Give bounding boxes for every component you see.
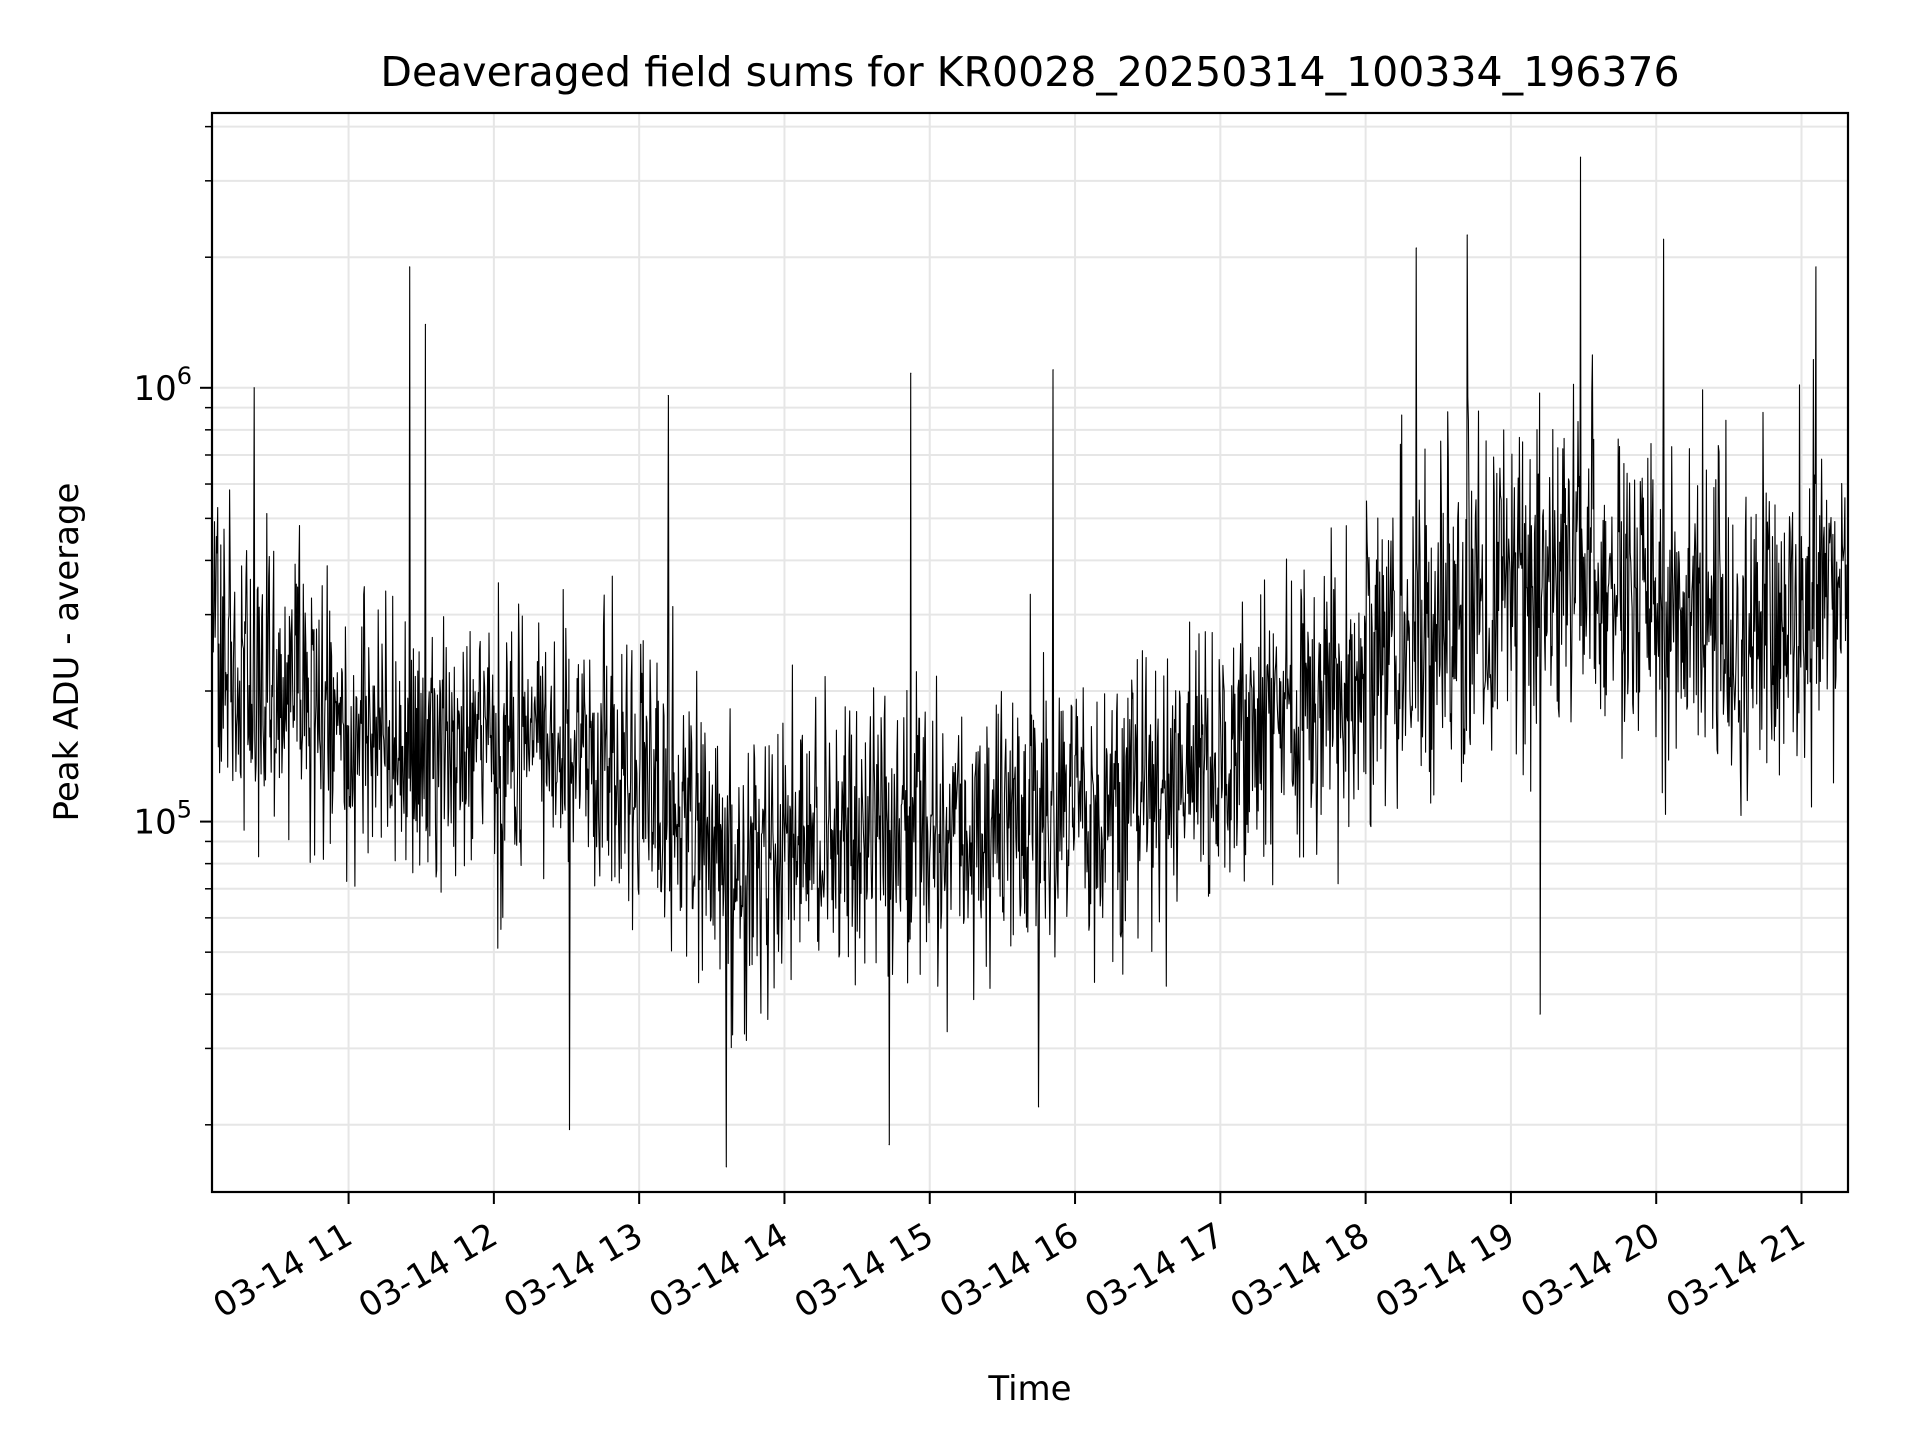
x-tick-label: 03-14 19	[1369, 1215, 1521, 1326]
x-tick-label: 03-14 21	[1660, 1215, 1812, 1326]
peak-point	[409, 266, 411, 268]
x-tick-label: 03-14 20	[1514, 1215, 1666, 1326]
data-series	[211, 156, 1849, 1168]
plot-frame	[210, 111, 1850, 1194]
peak-point	[667, 394, 669, 396]
trough-point	[725, 1166, 727, 1168]
peak-point	[1466, 234, 1468, 236]
peak-point	[425, 323, 427, 325]
peak-point	[1815, 266, 1817, 268]
x-axis-label: Time	[987, 1369, 1071, 1409]
x-tick-label: 03-14 17	[1078, 1215, 1230, 1326]
x-tick-label: 03-14 15	[788, 1215, 940, 1326]
chart-title: Deaveraged field sums for KR0028_2025031…	[380, 48, 1679, 96]
y-axis-label: Peak ADU - average	[47, 483, 87, 822]
peak-point	[1052, 369, 1054, 371]
trough-point	[568, 1129, 570, 1131]
peak-point	[1580, 156, 1582, 158]
y-tick-label: 105	[133, 796, 192, 843]
x-tick-label: 03-14 18	[1224, 1215, 1376, 1326]
peak-point	[253, 387, 255, 389]
series-line	[211, 156, 1849, 1168]
x-tick-label: 03-14 14	[643, 1215, 795, 1326]
peak-point	[1415, 247, 1417, 249]
x-tick-label: 03-14 12	[352, 1215, 504, 1326]
trough-point	[1038, 1106, 1040, 1108]
x-tick-label: 03-14 13	[497, 1215, 649, 1326]
trough-point	[1539, 1013, 1541, 1015]
trough-point	[888, 1144, 890, 1146]
y-axis-ticks: 105 106	[133, 125, 212, 1126]
x-tick-label: 03-14 16	[933, 1215, 1085, 1326]
peak-point	[1662, 238, 1664, 240]
peak-point	[910, 372, 912, 374]
y-tick-label: 106	[133, 362, 192, 409]
x-tick-label: 03-14 11	[207, 1215, 359, 1326]
